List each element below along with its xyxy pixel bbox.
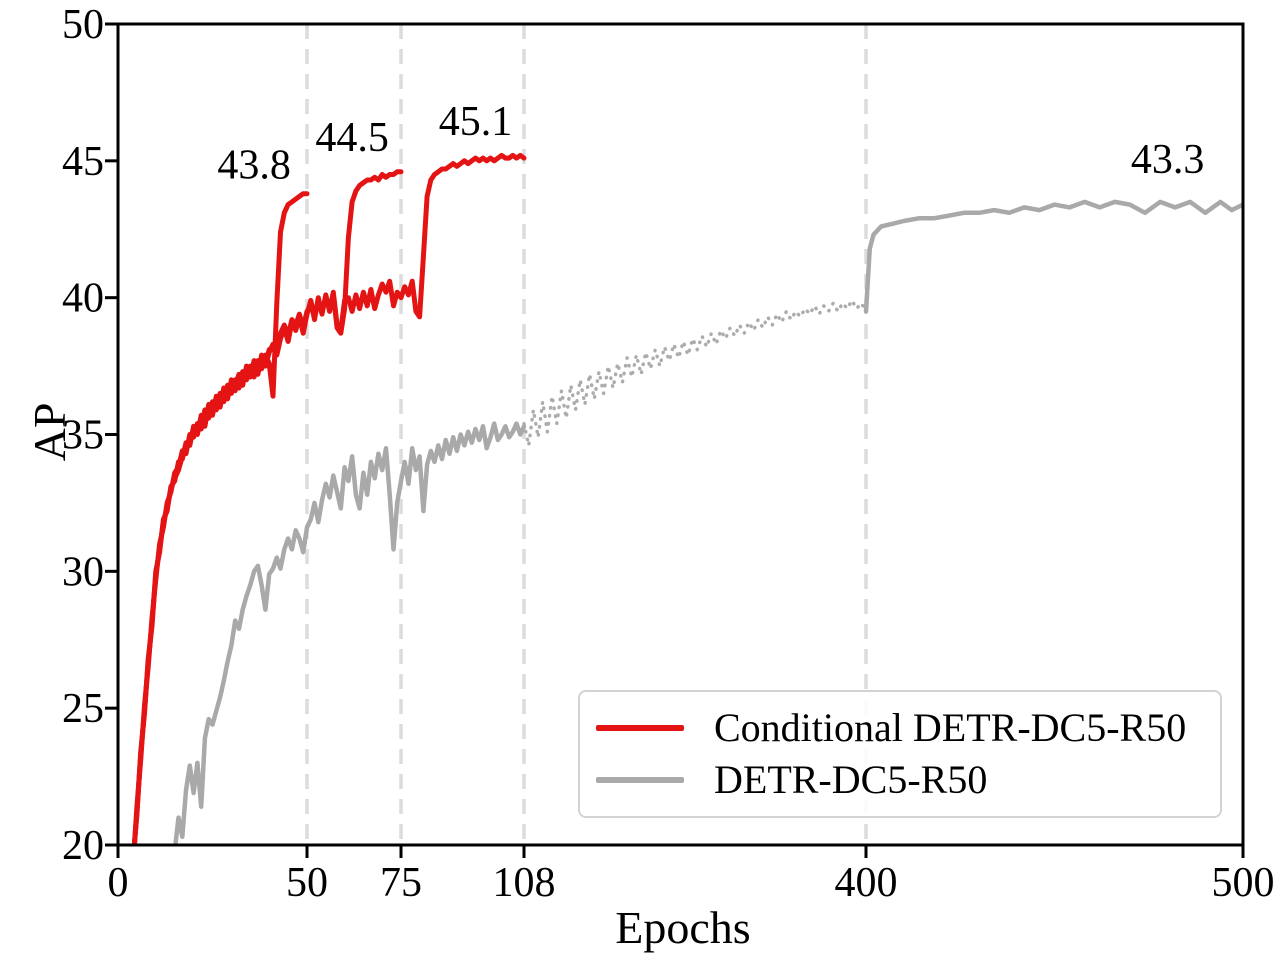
series-conditional-detr-50ep-run: [131, 191, 310, 845]
y-tick-label-20: 20: [62, 823, 104, 869]
series-detr-solid-400-500: [863, 199, 1243, 314]
y-tick-label-45: 45: [62, 139, 104, 185]
legend-red-line-icon: [596, 725, 684, 731]
x-tick-label-108: 108: [493, 860, 556, 906]
series-detr-solid-0-108: [173, 421, 527, 845]
x-tick-label-0: 0: [108, 860, 129, 906]
legend-entry-conditional-detr: Conditional DETR-DC5-R50: [580, 708, 1220, 748]
y-tick-label-35: 35: [62, 413, 104, 459]
legend-label-detr: DETR-DC5-R50: [714, 757, 988, 802]
x-tick-label-400: 400: [835, 860, 898, 906]
annotation-43.8: 43.8: [217, 143, 291, 189]
legend: Conditional DETR-DC5-R50 DETR-DC5-R50: [578, 690, 1222, 818]
legend-gray-line-icon: [596, 777, 684, 783]
legend-label-conditional-detr: Conditional DETR-DC5-R50: [714, 705, 1187, 750]
annotation-44.5: 44.5: [315, 115, 389, 161]
x-tick-label-500: 500: [1212, 860, 1275, 906]
y-tick-label-25: 25: [62, 686, 104, 732]
annotation-43.3: 43.3: [1131, 137, 1205, 183]
x-tick-label-75: 75: [380, 860, 422, 906]
y-tick-label-40: 40: [62, 276, 104, 322]
y-tick-label-50: 50: [62, 2, 104, 48]
series-detr-dotted-108-400: [522, 298, 868, 448]
legend-entry-detr: DETR-DC5-R50: [580, 760, 1220, 800]
series-conditional-detr-75ep-run: [131, 169, 404, 845]
y-axis-label: AP: [24, 402, 75, 462]
y-tick-label-30: 30: [62, 549, 104, 595]
annotation-45.1: 45.1: [439, 99, 513, 145]
x-axis-label: Epochs: [615, 902, 751, 953]
series-conditional-detr-108ep-run: [131, 152, 527, 845]
x-tick-label-50: 50: [286, 860, 328, 906]
